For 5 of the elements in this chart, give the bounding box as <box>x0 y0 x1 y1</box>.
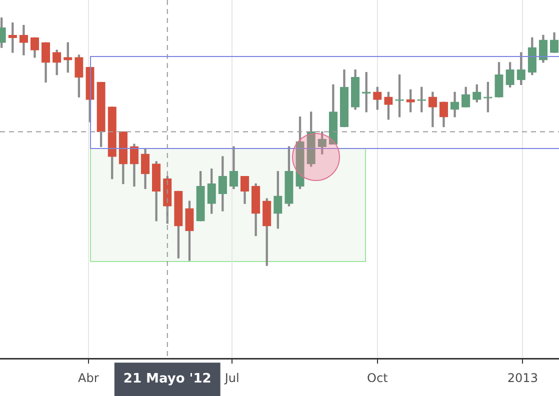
x-tick-label: 2013 <box>507 370 538 385</box>
x-tick-label: Jul <box>224 370 240 385</box>
ref-line-label: 21 Mayo '12 <box>123 372 212 387</box>
x-tick-label: Oct <box>367 370 388 385</box>
x-tick-label: Abr <box>78 370 99 385</box>
